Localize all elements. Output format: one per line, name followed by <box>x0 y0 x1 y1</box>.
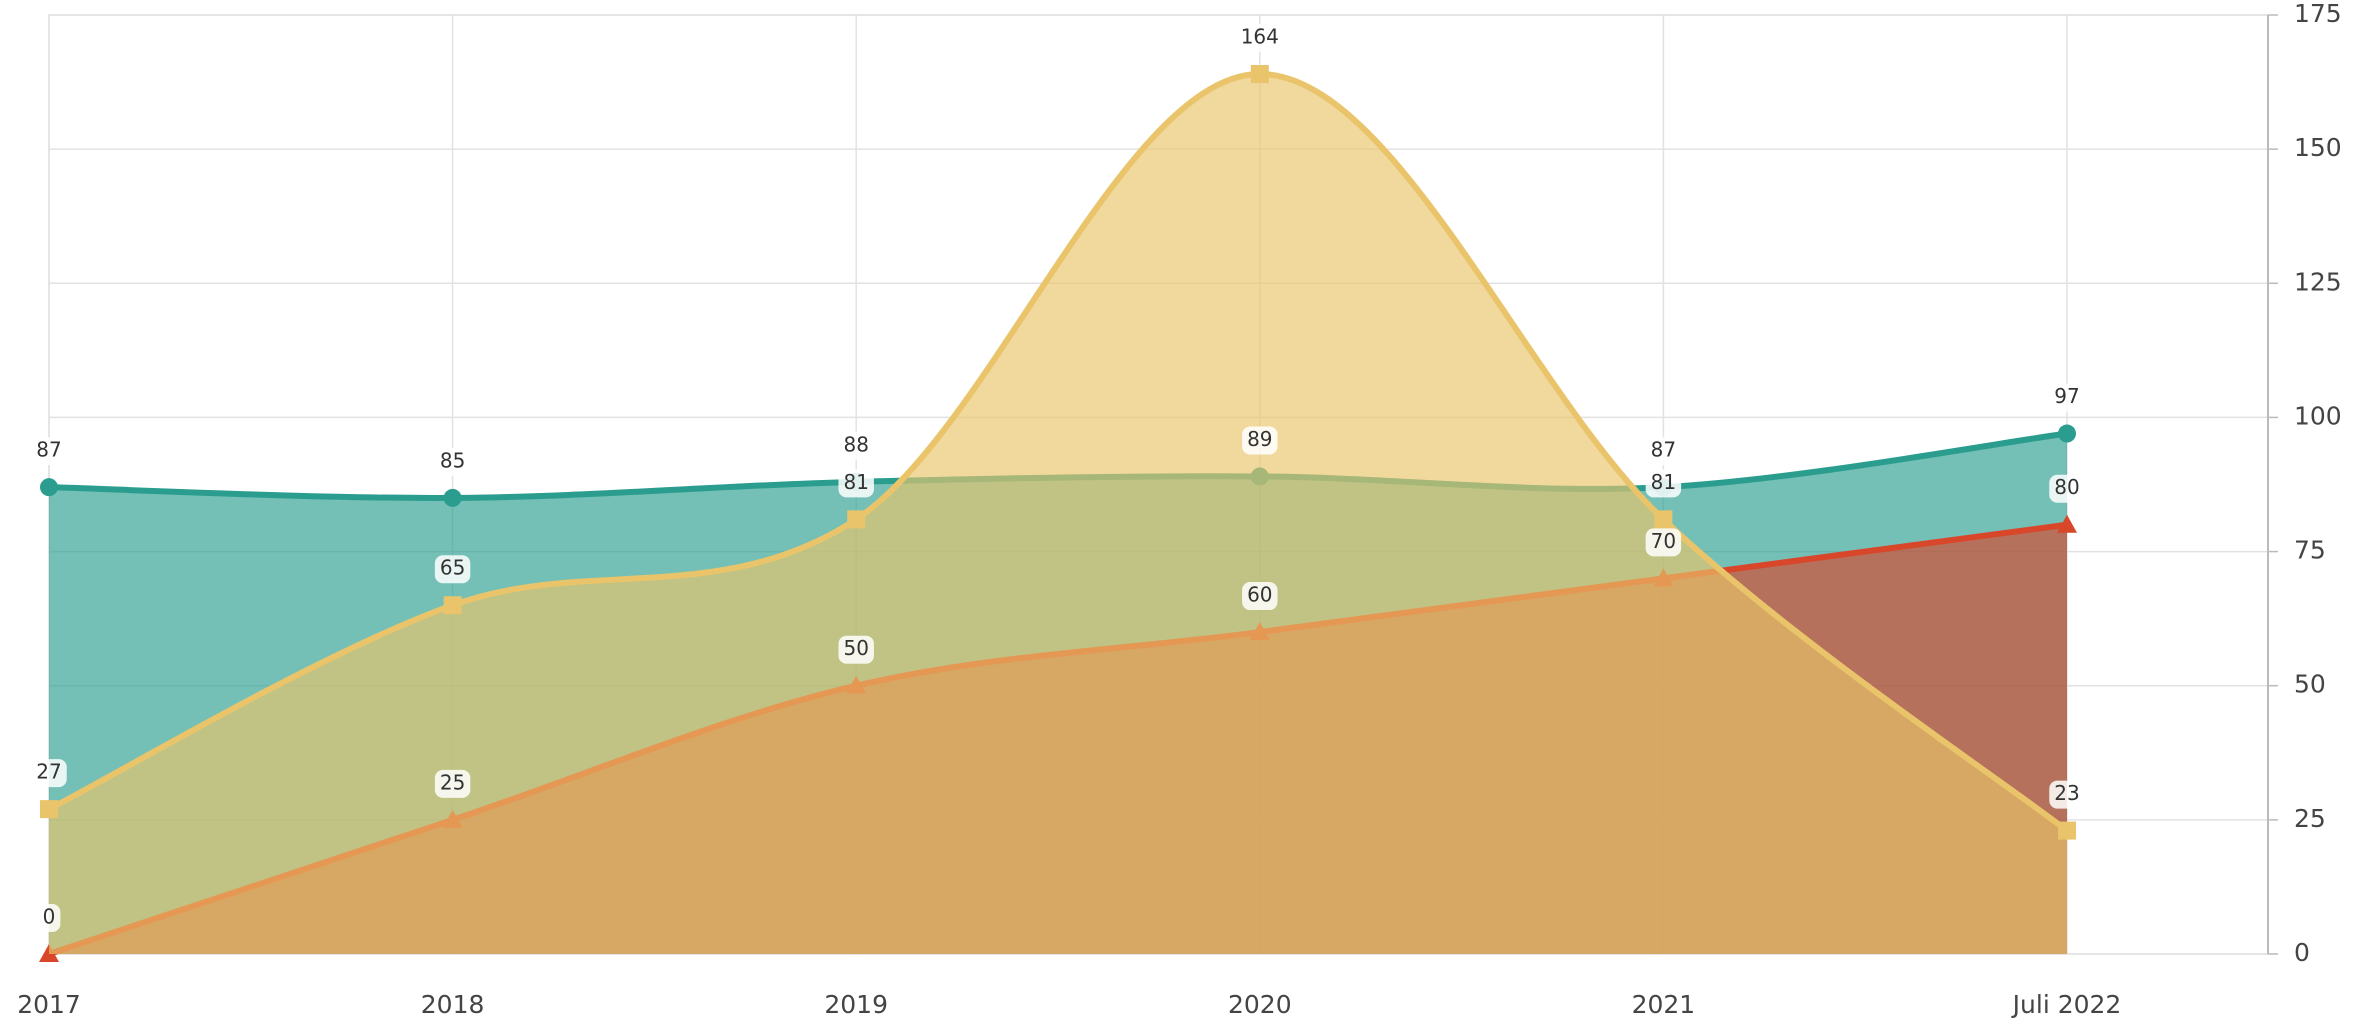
data-label: 70 <box>1645 528 1682 557</box>
data-label-bg <box>31 759 67 788</box>
data-label-bg <box>31 437 67 466</box>
y-tick-label: 50 <box>2294 670 2326 699</box>
data-label-text: 23 <box>2054 781 2079 805</box>
data-label: 89 <box>1242 426 1278 455</box>
data-label-bg <box>2049 780 2085 809</box>
data-label-text: 85 <box>440 448 465 472</box>
data-label-bg <box>2049 474 2085 503</box>
data-label-bg <box>1235 24 1284 53</box>
data-label-bg <box>1645 437 1682 466</box>
data-label: 81 <box>1645 469 1682 498</box>
data-label-text: 89 <box>1247 427 1272 451</box>
data-label-text: 81 <box>1651 470 1676 494</box>
marker <box>2058 821 2076 840</box>
data-label-text: 81 <box>843 470 868 494</box>
marker <box>40 800 58 819</box>
data-label: 87 <box>1645 437 1682 466</box>
area-line <box>47 71 2069 833</box>
data-label: 0 <box>37 904 61 932</box>
x-tick-label: 2018 <box>421 990 485 1019</box>
x-tick-label: 2019 <box>824 990 888 1019</box>
data-label-text: 70 <box>1651 529 1676 553</box>
data-label-text: 60 <box>1247 583 1272 607</box>
data-label-bg <box>1645 469 1682 498</box>
marker <box>2058 424 2076 443</box>
data-label: 81 <box>838 469 874 498</box>
y-tick-label: 175 <box>2294 0 2342 28</box>
data-label-bg <box>2049 383 2085 412</box>
data-label: 65 <box>434 555 471 584</box>
data-label: 23 <box>2049 780 2085 809</box>
data-label-text: 27 <box>36 760 61 784</box>
x-tick-label: Juli 2022 <box>2011 990 2122 1019</box>
data-label-bg <box>434 555 471 584</box>
y-tick-label: 75 <box>2294 536 2326 565</box>
data-label-text: 80 <box>2054 475 2079 499</box>
data-label-text: 87 <box>36 438 61 462</box>
data-label: 80 <box>2049 474 2085 503</box>
data-label: 97 <box>2049 383 2085 412</box>
data-label-text: 0 <box>43 905 56 929</box>
y-tick-label: 100 <box>2294 401 2342 430</box>
data-label-bg <box>1242 582 1278 611</box>
x-tick-label: 2017 <box>17 990 81 1019</box>
data-label: 87 <box>31 437 67 466</box>
data-label-bg <box>434 447 471 476</box>
marker <box>40 478 58 497</box>
area-fill <box>49 74 2067 955</box>
data-label-text: 50 <box>843 636 868 660</box>
data-label-text: 97 <box>2054 384 2079 408</box>
data-label-bg <box>838 635 874 664</box>
data-label-bg <box>838 469 874 498</box>
data-label-bg <box>1645 528 1682 557</box>
y-tick-label: 25 <box>2294 804 2326 833</box>
data-label: 85 <box>434 447 471 476</box>
x-tick-label: 2021 <box>1632 990 1696 1019</box>
y-tick-label: 125 <box>2294 267 2342 296</box>
marker <box>1250 65 1269 84</box>
marker <box>2057 514 2077 533</box>
data-label: 27 <box>31 759 67 788</box>
data-label: 50 <box>838 635 874 664</box>
data-label-text: 25 <box>440 770 465 794</box>
data-label-bg <box>1242 426 1278 455</box>
data-label: 25 <box>434 769 471 798</box>
y-tick-label: 0 <box>2294 938 2310 967</box>
data-label-text: 164 <box>1241 25 1279 49</box>
marker <box>443 488 462 507</box>
marker <box>443 596 462 615</box>
y-tick-label: 150 <box>2294 133 2342 162</box>
data-label-bg <box>434 769 471 798</box>
marker <box>847 510 866 529</box>
data-label-text: 88 <box>843 432 868 456</box>
data-label: 60 <box>1242 582 1278 611</box>
data-label: 164 <box>1235 24 1284 53</box>
data-label-text: 87 <box>1651 438 1676 462</box>
data-label: 88 <box>838 431 874 460</box>
data-label-bg <box>838 431 874 460</box>
x-tick-label: 2020 <box>1228 990 1292 1019</box>
data-label-bg <box>37 904 61 932</box>
data-label-text: 65 <box>440 556 465 580</box>
marker <box>1654 510 1673 529</box>
